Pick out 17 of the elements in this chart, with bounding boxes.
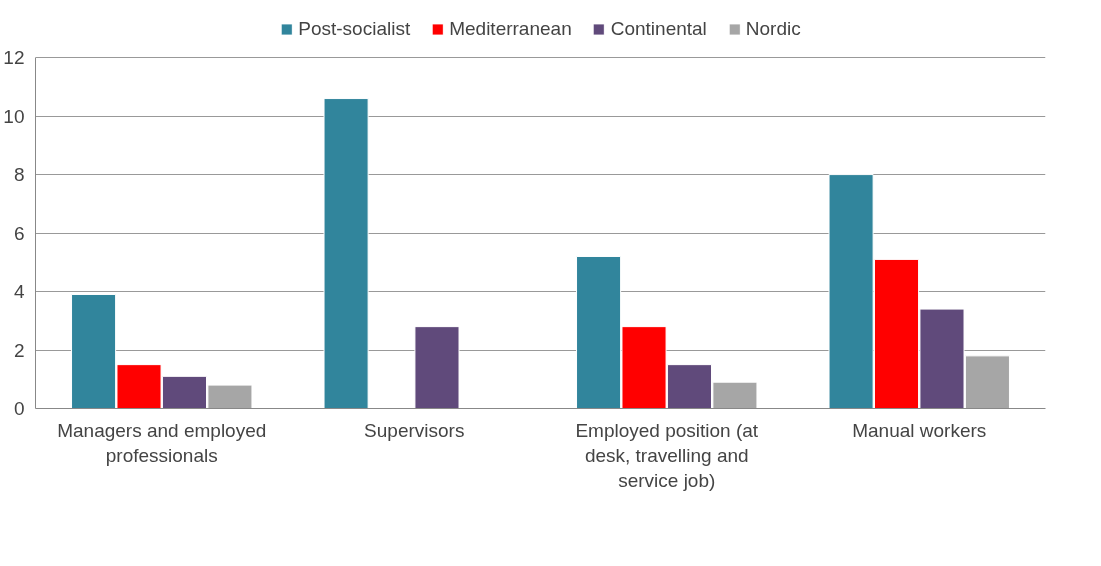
x-tick-label: Managers and employed professionals bbox=[57, 419, 267, 466]
y-tick-label: 6 bbox=[13, 222, 25, 244]
x-tick-label: Manual workers bbox=[852, 419, 987, 441]
legend-label: Nordic bbox=[745, 18, 801, 40]
bar bbox=[414, 326, 460, 409]
y-tick-label: 4 bbox=[13, 281, 25, 303]
legend-label: Mediterranean bbox=[449, 18, 572, 40]
y-tick-label: 2 bbox=[13, 339, 25, 361]
legend-label: Continental bbox=[610, 18, 707, 40]
y-tick-label: 10 bbox=[3, 105, 25, 127]
bar bbox=[323, 98, 369, 409]
y-tick-label: 12 bbox=[3, 47, 25, 69]
x-tick-label: Supervisors bbox=[364, 419, 465, 441]
y-tick-label: 0 bbox=[13, 398, 25, 419]
legend-label: Post-socialist bbox=[298, 18, 411, 40]
y-tick-label: 8 bbox=[13, 164, 25, 186]
x-tick-label: Employed position (at desk, travelling and service job) bbox=[575, 419, 759, 491]
